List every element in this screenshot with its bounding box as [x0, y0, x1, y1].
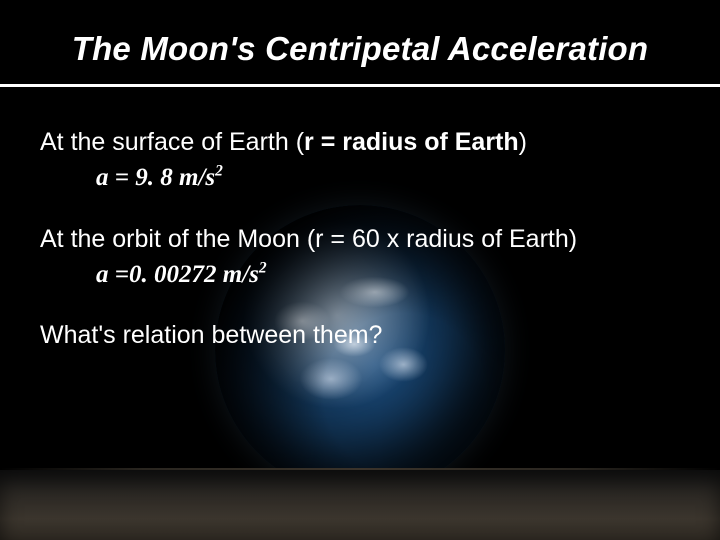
orbit-line: At the orbit of the Moon (r = 60 x radiu…: [40, 224, 680, 255]
surface-eq-text: a = 9. 8 m/s: [96, 164, 215, 191]
orbit-eq-text: a =0. 00272 m/s: [96, 261, 259, 288]
block-orbit: At the orbit of the Moon (r = 60 x radiu…: [40, 224, 680, 291]
surface-line-post: ): [519, 128, 527, 156]
surface-line-bold: r = radius of Earth: [304, 128, 519, 156]
orbit-eq-exp: 2: [259, 259, 267, 276]
orbit-equation: a =0. 00272 m/s2: [40, 259, 680, 290]
slide-title: The Moon's Centripetal Acceleration: [0, 0, 720, 84]
surface-equation: a = 9. 8 m/s2: [40, 162, 680, 193]
body-area: At the surface of Earth (r = radius of E…: [0, 87, 720, 351]
surface-eq-exp: 2: [215, 163, 223, 180]
slide-content: The Moon's Centripetal Acceleration At t…: [0, 0, 720, 540]
surface-line-pre: At the surface of Earth (: [40, 128, 304, 156]
question-line: What's relation between them?: [40, 320, 680, 351]
block-surface: At the surface of Earth (r = radius of E…: [40, 127, 680, 194]
surface-line: At the surface of Earth (r = radius of E…: [40, 127, 680, 158]
